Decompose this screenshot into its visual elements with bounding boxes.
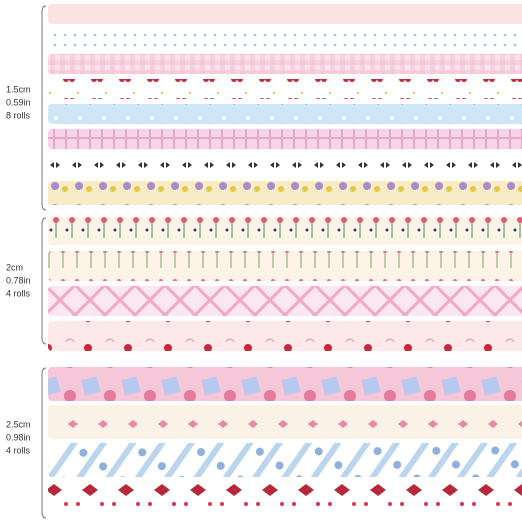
tape-strip <box>48 104 522 124</box>
size-labels: 1.5cm 0.59in 8 rolls 2cm 0.78in 4 rolls 2.5cm 0… <box>6 84 31 455</box>
size-label: 0.98in <box>6 432 31 442</box>
tape-strip <box>48 54 522 74</box>
size-label: 2.5cm <box>6 419 31 429</box>
tape-strips <box>48 4 522 518</box>
tape-strip <box>48 181 522 205</box>
bracket <box>41 367 47 519</box>
tape-strip <box>48 217 522 245</box>
bracket <box>41 5 47 211</box>
tape-strip <box>48 129 522 149</box>
size-label: 2cm <box>6 262 23 272</box>
tape-strip <box>48 29 522 49</box>
tape-strip <box>48 251 522 281</box>
tape-strip <box>48 443 522 477</box>
tape-strip <box>48 154 522 176</box>
tape-strip <box>48 367 522 401</box>
tape-strip <box>48 482 522 518</box>
size-label: 4 rolls <box>6 445 31 455</box>
size-label: 0.59in <box>6 97 31 107</box>
tape-strip <box>48 286 522 316</box>
size-label: 4 rolls <box>6 288 31 298</box>
tape-strip <box>48 321 522 351</box>
bracket <box>41 217 47 345</box>
tape-strip <box>48 79 522 99</box>
size-label: 1.5cm <box>6 84 31 94</box>
size-label: 8 rolls <box>6 110 31 120</box>
tape-strip <box>48 4 522 24</box>
size-label: 0.78in <box>6 275 31 285</box>
tape-strip <box>48 405 522 439</box>
